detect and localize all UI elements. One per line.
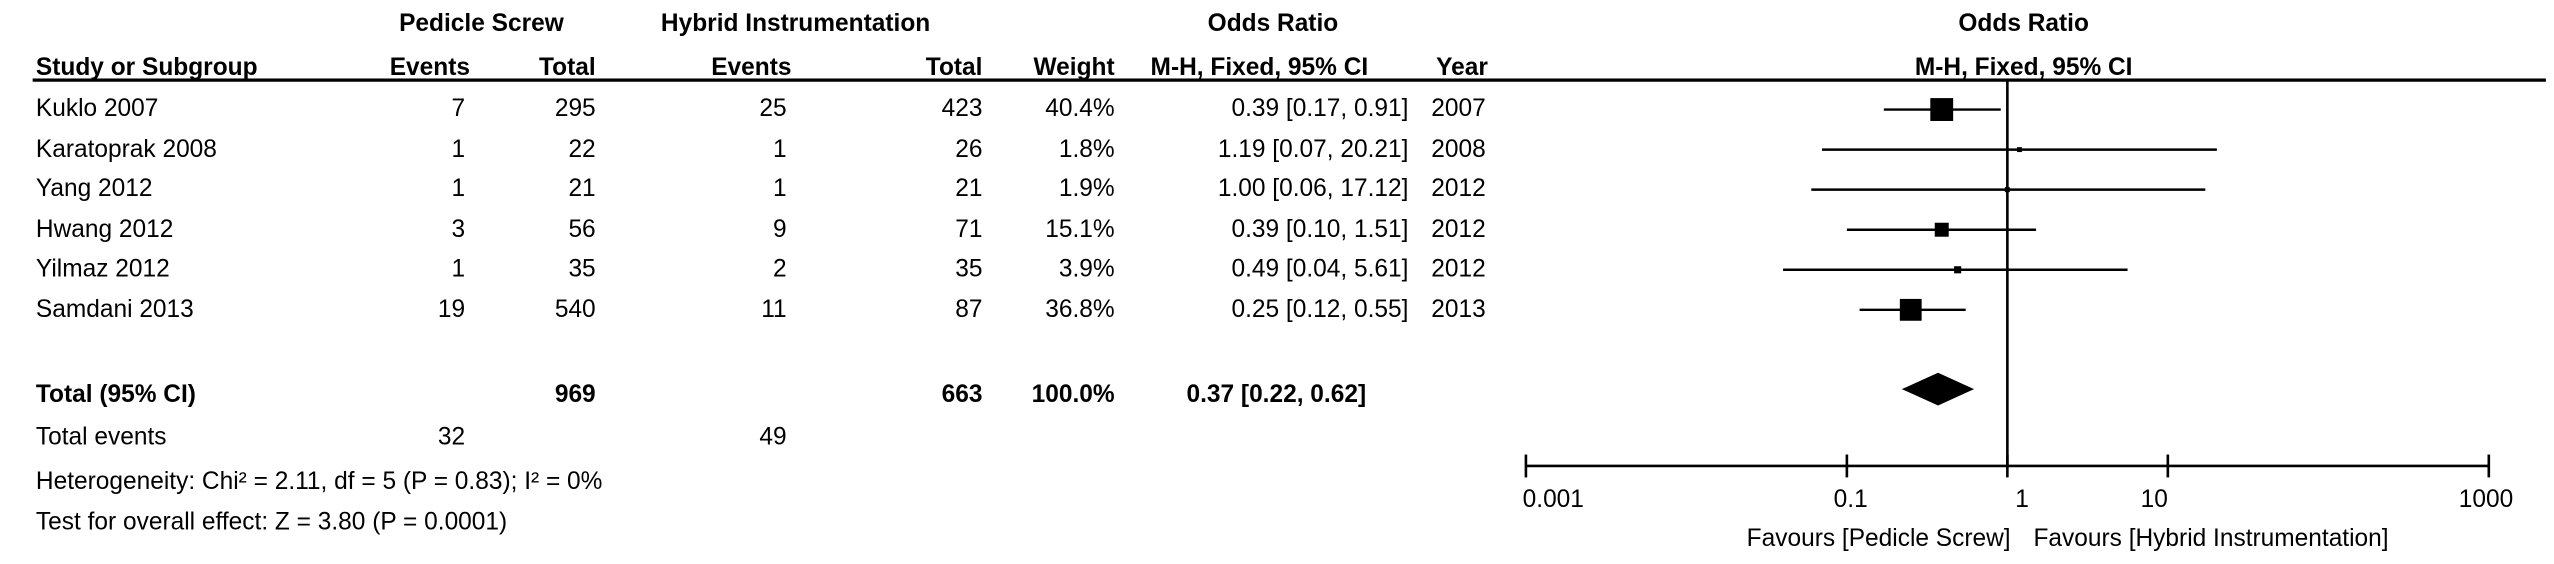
study-name: Yilmaz 2012 — [35, 255, 170, 283]
events1-value: 1 — [451, 255, 466, 283]
events1-column-header: Events — [389, 53, 471, 82]
favours-left-label: Favours [Pedicle Screw] — [1746, 524, 2011, 553]
weight-value: 3.9% — [1058, 255, 1115, 283]
total1-column-header: Total — [539, 53, 596, 82]
events1-value: 3 — [451, 215, 466, 243]
total1-value: 35 — [568, 255, 596, 283]
method-right-header: M-H, Fixed, 95% CI — [1914, 53, 2133, 82]
events2-value: 25 — [759, 94, 787, 123]
tick-label-0.1: 0.1 — [1833, 485, 1868, 514]
events2-value: 1 — [773, 174, 787, 203]
total-events-label: Total events — [35, 423, 167, 452]
year-value: 2012 — [1431, 255, 1486, 283]
point-estimate-marker — [1899, 298, 1922, 321]
tick-label-1000: 1000 — [2458, 485, 2514, 514]
events2-value: 1 — [773, 134, 787, 163]
events2-value: 11 — [761, 295, 787, 323]
total1-value: 540 — [554, 295, 596, 323]
year-value: 2012 — [1431, 174, 1486, 203]
ci-value: 0.39 [0.10, 1.51] — [1231, 215, 1409, 243]
weight-column-header: Weight — [1033, 53, 1115, 82]
overall-effect-text: Test for overall effect: Z = 3.80 (P = 0… — [35, 508, 508, 537]
total2-value: 21 — [955, 174, 983, 203]
point-estimate-marker — [1934, 222, 1949, 237]
total2-value: 423 — [941, 94, 983, 123]
total2-value: 71 — [955, 215, 983, 243]
total2-column-header: Total — [925, 53, 983, 82]
ci-value: 0.49 [0.04, 5.61] — [1231, 255, 1409, 283]
study-column-header: Study or Subgroup — [35, 53, 258, 82]
total-ci-value: 0.37 [0.22, 0.62] — [1186, 380, 1367, 409]
point-estimate-marker — [1954, 266, 1962, 274]
events2-value: 9 — [773, 215, 787, 243]
events2-value: 2 — [773, 255, 787, 283]
weight-value: 36.8% — [1045, 295, 1115, 323]
total1-value: 969 — [554, 380, 596, 409]
odds-ratio-header-left: Odds Ratio — [1207, 9, 1339, 38]
odds-ratio-header-right: Odds Ratio — [1958, 9, 2089, 38]
year-value: 2012 — [1431, 215, 1486, 243]
favours-right-label: Favours [Hybrid Instrumentation] — [2033, 524, 2389, 553]
ci-value: 1.00 [0.06, 17.12] — [1217, 174, 1409, 203]
total1-value: 295 — [554, 94, 596, 123]
pooled-diamond — [1901, 372, 1975, 406]
weight-value: 40.4% — [1045, 94, 1115, 123]
study-name: Yang 2012 — [35, 174, 153, 203]
method-column-header: M-H, Fixed, 95% CI — [1150, 53, 1369, 82]
ci-value: 0.39 [0.17, 0.91] — [1231, 94, 1409, 123]
tick-label-10: 10 — [2140, 485, 2168, 514]
heterogeneity-text: Heterogeneity: Chi² = 2.11, df = 5 (P = … — [35, 467, 603, 496]
study-name: Hwang 2012 — [35, 215, 174, 243]
year-value: 2007 — [1431, 94, 1486, 123]
weight-value: 1.9% — [1058, 174, 1115, 203]
total-events2-value: 49 — [759, 423, 787, 452]
ci-value: 0.25 [0.12, 0.55] — [1231, 295, 1409, 323]
ci-value: 1.19 [0.07, 20.21] — [1217, 134, 1409, 163]
year-column-header: Year — [1436, 53, 1488, 82]
total1-value: 21 — [568, 174, 596, 203]
total1-value: 22 — [568, 134, 596, 163]
total-label: Total (95% CI) — [35, 380, 196, 409]
study-name: Samdani 2013 — [35, 295, 194, 323]
weight-value: 15.1% — [1045, 215, 1115, 243]
tick-label-0.001: 0.001 — [1522, 485, 1584, 514]
total1-value: 56 — [568, 215, 596, 243]
events1-value: 1 — [451, 134, 466, 163]
total2-value: 26 — [955, 134, 983, 163]
group2-header: Hybrid Instrumentation — [660, 9, 931, 38]
total2-value: 663 — [941, 380, 983, 409]
events1-value: 1 — [451, 174, 466, 203]
total-weight-value: 100.0% — [1031, 380, 1115, 409]
weight-value: 1.8% — [1058, 134, 1115, 163]
study-name: Kuklo 2007 — [35, 94, 159, 123]
point-estimate-marker — [1930, 98, 1954, 121]
group1-header: Pedicle Screw — [399, 9, 564, 38]
events1-value: 7 — [451, 94, 466, 123]
point-estimate-marker — [2004, 187, 2010, 193]
events1-value: 19 — [437, 295, 466, 323]
tick-label-1: 1 — [2015, 485, 2029, 514]
study-name: Karatoprak 2008 — [35, 134, 217, 163]
year-value: 2013 — [1431, 295, 1486, 323]
point-estimate-marker — [2017, 147, 2022, 153]
total2-value: 87 — [955, 295, 983, 323]
year-value: 2008 — [1431, 134, 1486, 163]
total2-value: 35 — [955, 255, 983, 283]
events2-column-header: Events — [711, 53, 792, 82]
header-rule — [32, 78, 2546, 82]
total-events1-value: 32 — [437, 423, 466, 452]
